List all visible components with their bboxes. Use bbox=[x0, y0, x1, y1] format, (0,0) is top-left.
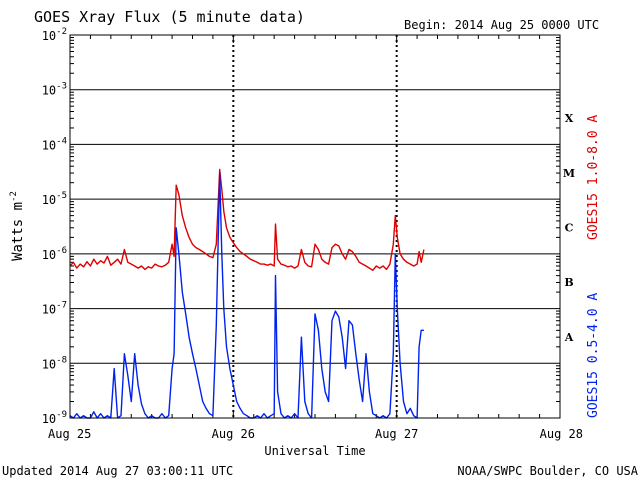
y-tick-labels: 10-210-310-410-510-610-710-810-9 bbox=[42, 27, 67, 426]
source-credit: NOAA/SWPC Boulder, CO USA bbox=[457, 464, 638, 478]
flare-class-label: X bbox=[565, 112, 574, 125]
x-tick-label: Aug 27 bbox=[375, 427, 418, 441]
y-tick-label: 10-4 bbox=[42, 136, 67, 152]
series-lines bbox=[69, 168, 425, 419]
y-axis-label-text: Watts m bbox=[10, 202, 26, 261]
flare-class-label: M bbox=[563, 167, 575, 180]
y-tick-exponent: -3 bbox=[56, 82, 67, 92]
begin-date: Begin: 2014 Aug 25 0000 UTC bbox=[404, 18, 599, 32]
y-tick-mantissa: 10 bbox=[42, 357, 56, 371]
x-tick-label: Aug 26 bbox=[212, 427, 255, 441]
y-axis-label-exponent: -2 bbox=[9, 191, 19, 202]
flare-class-labels: X M C B A bbox=[563, 112, 575, 344]
grid bbox=[70, 35, 560, 418]
y-tick-mantissa: 10 bbox=[42, 193, 56, 207]
y-tick-mantissa: 10 bbox=[42, 29, 56, 43]
y-tick-exponent: -2 bbox=[56, 27, 67, 37]
series-long-line bbox=[69, 168, 425, 271]
flare-class-label: C bbox=[565, 222, 574, 235]
y-axis-label: Watts m-2 bbox=[9, 191, 26, 261]
flare-class-label: A bbox=[564, 331, 574, 344]
series-short-line bbox=[69, 172, 424, 419]
y-tick-exponent: -6 bbox=[56, 246, 67, 256]
y-tick-mantissa: 10 bbox=[42, 412, 56, 426]
x-axis-label: Universal Time bbox=[264, 444, 365, 458]
x-tick-label: Aug 25 bbox=[48, 427, 91, 441]
y-tick-exponent: -5 bbox=[56, 191, 67, 201]
y-tick-exponent: -7 bbox=[56, 301, 67, 311]
y-tick-exponent: -4 bbox=[56, 136, 67, 146]
x-tick-label: Aug 28 bbox=[540, 427, 583, 441]
y-axis-label-group: Watts m-2 bbox=[9, 191, 26, 261]
legend-series-long: GOES15 1.0-8.0 A bbox=[586, 115, 601, 240]
plot-frame bbox=[69, 34, 561, 419]
y-tick-label: 10-7 bbox=[42, 301, 67, 317]
y-tick-exponent: -8 bbox=[56, 355, 67, 365]
y-tick-label: 10-6 bbox=[42, 246, 67, 262]
y-tick-label: 10-3 bbox=[42, 82, 67, 98]
y-tick-label: 10-9 bbox=[42, 410, 67, 426]
y-tick-mantissa: 10 bbox=[42, 84, 56, 98]
legend-series-short: GOES15 0.5-4.0 A bbox=[586, 293, 601, 418]
chart-title: GOES Xray Flux (5 minute data) bbox=[34, 8, 305, 26]
y-tick-exponent: -9 bbox=[56, 410, 67, 420]
y-tick-mantissa: 10 bbox=[42, 303, 56, 317]
y-tick-mantissa: 10 bbox=[42, 138, 56, 152]
flare-class-label: B bbox=[564, 276, 573, 289]
y-tick-label: 10-5 bbox=[42, 191, 67, 207]
x-tick-labels: Aug 25 Aug 26 Aug 27 Aug 28 bbox=[48, 427, 583, 441]
y-tick-label: 10-8 bbox=[42, 355, 67, 371]
updated-timestamp: Updated 2014 Aug 27 03:00:11 UTC bbox=[2, 464, 233, 478]
axis-ticks bbox=[69, 35, 561, 418]
y-tick-mantissa: 10 bbox=[42, 248, 56, 262]
y-tick-label: 10-2 bbox=[42, 27, 67, 43]
